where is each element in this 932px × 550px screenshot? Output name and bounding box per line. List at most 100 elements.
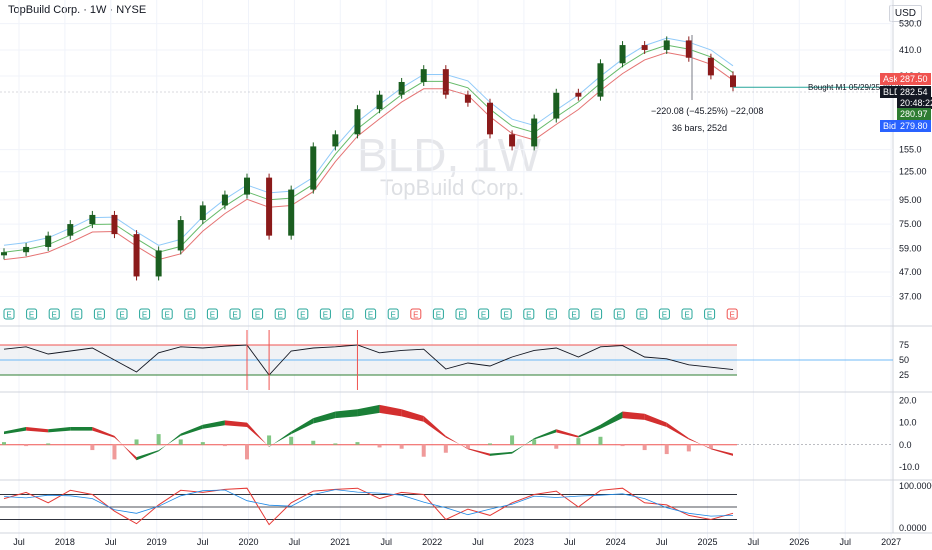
earnings-marker [545,308,557,320]
macd-ribbon-segment [4,427,27,435]
candle-body [398,81,405,95]
earnings-marker [591,308,603,320]
macd-histogram-bar [421,444,426,457]
mid-price: 280.97 [897,108,931,120]
earnings-marker [726,308,738,320]
earnings-marker-label: E [436,311,441,320]
moving-average-line-1 [3,51,734,261]
measure-bars-label: 36 bars, 252d [672,123,728,133]
earnings-marker-label: E [74,311,79,320]
earnings-marker-label: E [413,311,418,320]
macd-ribbon-segment [291,418,314,435]
macd-ribbon-segment [379,404,402,417]
earnings-marker-label: E [165,311,170,320]
candle-body [553,92,560,119]
candle-body [177,220,184,251]
candle-body [1,252,7,256]
earnings-marker-label: E [730,311,735,320]
x-tick-label: Jul [289,537,301,547]
x-tick-label: 2024 [606,537,626,547]
candle-body [730,75,736,88]
x-tick-label: 2018 [55,537,75,547]
macd-tick-label: 20.0 [899,395,917,405]
earnings-marker-label: E [684,311,689,320]
macd-histogram-bar [532,439,537,445]
candle-body [442,69,449,95]
candle-body [619,45,626,64]
earnings-marker-label: E [300,311,305,320]
earnings-marker [568,308,580,320]
candle-body [133,234,140,277]
earnings-marker-label: E [617,311,622,320]
x-tick-label: Jul [656,537,668,547]
earnings-marker-label: E [232,311,237,320]
earnings-marker [3,308,15,320]
x-tick-label: Jul [13,537,25,547]
x-tick-label: Jul [748,537,760,547]
macd-histogram-bar [576,438,581,445]
candle-body [23,246,30,253]
earnings-marker [681,308,693,320]
bar-countdown: 20:48:22 [897,97,932,109]
earnings-marker-label: E [119,311,124,320]
macd-ribbon-segment [688,438,711,450]
macd-ribbon-segment [269,431,292,447]
macd-histogram-bar [222,444,227,447]
earnings-marker-label: E [255,311,260,320]
currency-button[interactable]: USD [888,5,922,22]
macd-histogram-bar [686,444,691,452]
macd-ribbon-segment [313,411,336,424]
candle-body [707,57,714,76]
candle-body [354,109,361,135]
earnings-marker [274,308,286,320]
macd-ribbon-segment [622,411,645,420]
earnings-marker-label: E [6,311,11,320]
x-tick-label: 2025 [697,537,717,547]
stoch-k-line [3,487,734,526]
macd-histogram-bar [46,443,51,445]
macd-histogram-bar [311,440,316,445]
candle-body [89,214,96,225]
candle-body [332,134,339,147]
candle-body [420,69,427,82]
earnings-marker-label: E [142,311,147,320]
macd-tick-label: 0.0 [899,440,912,450]
rsi-tick-label: 50 [899,355,909,365]
measure-label: −220.08 (−45.25%) −22,008 [651,106,764,116]
macd-ribbon-segment [644,413,667,428]
x-tick-label: Jul [564,537,576,547]
chart-title: TopBuild Corp. · 1W · NYSE [8,4,147,16]
x-tick-label: 2026 [789,537,809,547]
macd-ribbon-segment [26,427,49,433]
moving-average-line-2 [3,44,734,253]
earnings-marker [93,308,105,320]
macd-histogram-bar [443,444,448,453]
earnings-marker-label: E [639,311,644,320]
macd-ribbon-segment [247,422,270,447]
macd-histogram-bar [289,436,294,445]
candle-body [487,102,493,135]
earnings-marker-label: E [481,311,486,320]
candle-body [221,194,228,206]
candle-body [509,134,516,147]
macd-ribbon-segment [445,435,468,450]
earnings-marker [206,308,218,320]
x-tick-label: Jul [380,537,392,547]
candle-body [575,92,582,97]
stoch-tick-label: 100.0000 [899,481,932,491]
macd-ribbon-segment [578,424,601,438]
x-tick-label: 2023 [514,537,534,547]
candle-body [310,146,317,190]
y-tick-label: 75.00 [899,219,922,229]
macd-ribbon-segment [70,427,93,431]
earnings-marker-label: E [391,311,396,320]
macd-histogram-bar [620,444,625,447]
earnings-marker-label: E [571,311,576,320]
bid-label: Bid [880,120,900,132]
candle-body [266,177,273,236]
macd-ribbon-segment [666,422,689,440]
candle-body [685,40,692,58]
earnings-marker-label: E [29,311,34,320]
ask-value: 287.50 [897,73,931,85]
